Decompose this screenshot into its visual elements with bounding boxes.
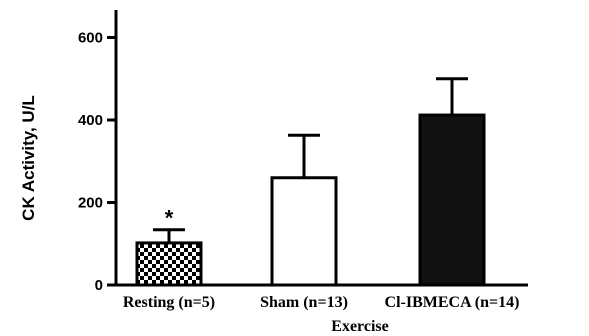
y-axis-label: CK Activity, U/L — [19, 95, 38, 221]
category-label: Sham (n=13) — [260, 294, 348, 311]
y-tick-label: 600 — [78, 30, 103, 47]
bar-2 — [270, 176, 338, 287]
bar-1 — [135, 241, 203, 287]
category-label: Resting (n=5) — [123, 294, 215, 311]
y-tick-label: 200 — [78, 195, 103, 212]
category-label: Cl-IBMECA (n=14) — [385, 294, 520, 311]
y-ticks: 0 200 400 600 — [78, 30, 116, 294]
bar-3 — [418, 113, 486, 287]
category-labels: Resting (n=5) Sham (n=13) Cl-IBMECA (n=14) — [123, 294, 520, 311]
x-axis-label: Exercise — [331, 318, 388, 335]
significance-marker: * — [165, 206, 174, 231]
bars: * — [135, 77, 486, 287]
y-tick-label: 400 — [78, 112, 103, 129]
y-tick-label: 0 — [95, 277, 103, 294]
